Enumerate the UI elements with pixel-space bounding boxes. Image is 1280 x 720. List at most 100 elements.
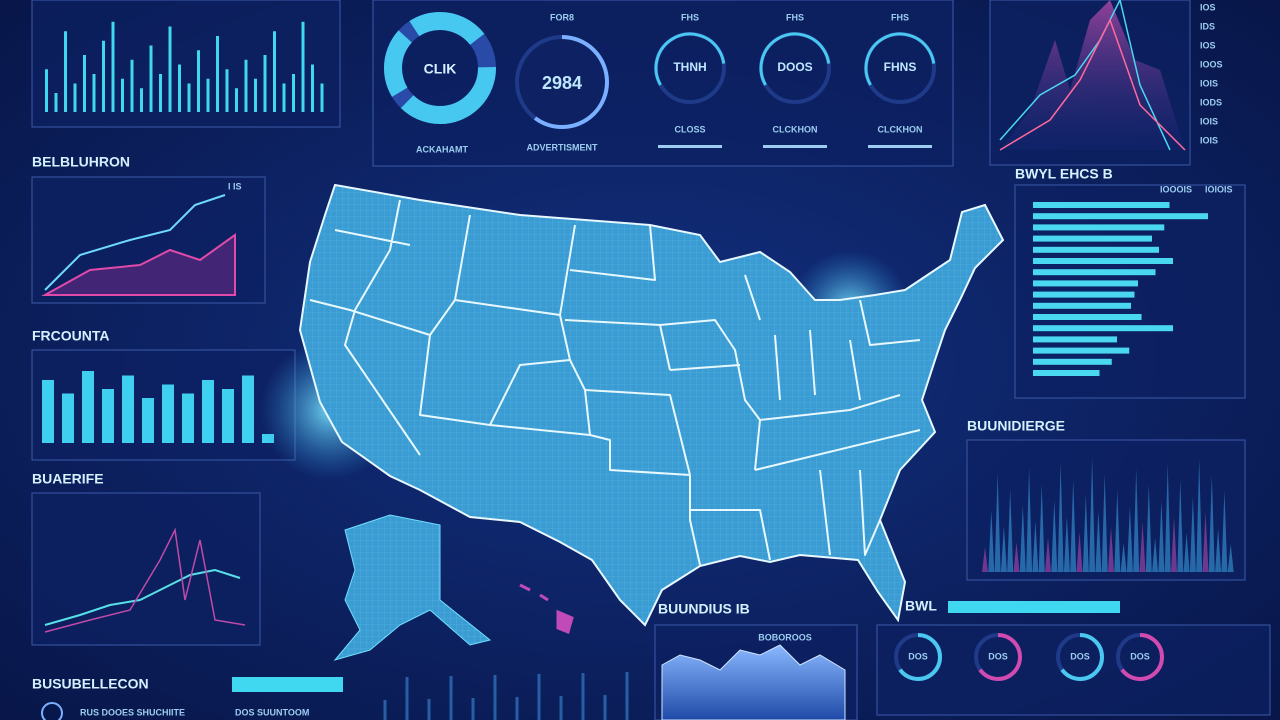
bar <box>1033 213 1208 220</box>
panel <box>31 492 261 646</box>
spike <box>1189 496 1196 572</box>
axis-label: IOS <box>1200 40 1216 50</box>
bar <box>168 26 172 112</box>
spike <box>1202 512 1209 572</box>
bar <box>1033 224 1165 231</box>
donut-label: CLIK <box>424 61 457 77</box>
spike <box>1076 532 1083 572</box>
spike <box>1000 526 1007 572</box>
panel-title: BWL <box>905 598 937 614</box>
spike-chart <box>982 458 1234 572</box>
bar <box>254 78 257 112</box>
line <box>44 527 246 633</box>
gauge <box>894 633 942 681</box>
bar <box>320 83 324 112</box>
bar-chart <box>1033 202 1208 376</box>
line <box>44 194 226 291</box>
spike <box>994 473 1001 572</box>
spike <box>1221 491 1228 572</box>
spike <box>1139 522 1146 572</box>
gauge-header: FHS <box>786 12 804 22</box>
tag: IOOOIS <box>1160 184 1192 194</box>
gauge-label: FHNS <box>884 60 917 74</box>
bar <box>1033 336 1117 343</box>
bar <box>182 393 194 443</box>
bar <box>162 384 174 443</box>
bar <box>45 69 48 112</box>
underline <box>763 145 827 148</box>
spike <box>1196 459 1203 572</box>
gauge-label: DOS <box>1070 651 1090 661</box>
gauge-header: FHS <box>681 12 699 22</box>
axis-labels: IOS IDS IOS IOOS IOIS IODS IOIS IOIS <box>1200 2 1223 145</box>
gauge <box>1056 633 1104 681</box>
donut <box>384 12 496 124</box>
gauge-label: DOOS <box>777 60 812 74</box>
bar <box>1033 314 1142 320</box>
spike <box>1082 495 1089 572</box>
bar <box>1033 370 1100 376</box>
bar <box>1033 347 1130 354</box>
spike <box>1152 538 1159 572</box>
spike <box>1227 544 1234 572</box>
bar <box>92 74 96 112</box>
axis-label: IODS <box>1200 97 1222 107</box>
bar <box>140 88 143 112</box>
bar <box>235 88 238 112</box>
bar <box>273 31 276 112</box>
tag: IOIOIS <box>1205 184 1233 194</box>
bar <box>82 371 94 443</box>
bar <box>206 78 210 112</box>
gauge-label: THNH <box>673 60 706 74</box>
bar <box>102 389 114 443</box>
spike <box>1145 485 1152 572</box>
spike <box>982 547 988 572</box>
bar <box>292 74 295 112</box>
axis-label: IOOS <box>1200 59 1223 69</box>
spike <box>1063 516 1070 572</box>
bar <box>111 21 115 112</box>
spike <box>1013 542 1020 572</box>
progress-bar <box>948 601 1120 613</box>
footer-label: DOS SUUNTOOM <box>235 707 309 717</box>
spike <box>1208 475 1215 572</box>
bar <box>83 55 86 112</box>
gauge <box>974 633 1022 681</box>
spike <box>1114 490 1121 572</box>
caption: BOBOROOS <box>758 632 812 642</box>
gauges: DOS DOS DOS DOS <box>894 633 1164 681</box>
area <box>661 644 846 720</box>
spike <box>1133 469 1140 572</box>
bar <box>282 83 286 112</box>
footer-label: RUS DOOES SHUCHIITE <box>80 707 185 717</box>
state-borders <box>309 199 921 566</box>
spike <box>1164 464 1171 572</box>
icon <box>41 702 63 720</box>
bar <box>1033 258 1173 264</box>
gauge <box>654 32 726 104</box>
panel-title: BUUNDIUS IB <box>658 601 750 617</box>
panel-title: BELBLUHRON <box>32 154 130 170</box>
spike <box>1171 517 1177 572</box>
spike <box>1026 468 1033 572</box>
panel-title: BWYL EHCS B <box>1015 166 1113 182</box>
spike <box>1007 489 1014 572</box>
spike <box>1019 505 1026 572</box>
bar <box>225 69 229 112</box>
spike <box>1120 543 1127 572</box>
bar <box>1033 269 1156 276</box>
caption: ADVERTISMENT <box>526 142 598 152</box>
bar <box>222 389 234 443</box>
bar <box>62 393 74 443</box>
spike <box>1108 527 1114 572</box>
panel-title: BUAERIFE <box>32 471 104 487</box>
axis-label: IOIS <box>1200 78 1218 88</box>
ring-label: 2984 <box>542 73 582 93</box>
bar <box>311 64 314 112</box>
spike <box>1183 533 1190 572</box>
area <box>41 233 236 296</box>
bar <box>159 74 162 112</box>
spike <box>1051 500 1058 572</box>
spike <box>1089 458 1096 572</box>
